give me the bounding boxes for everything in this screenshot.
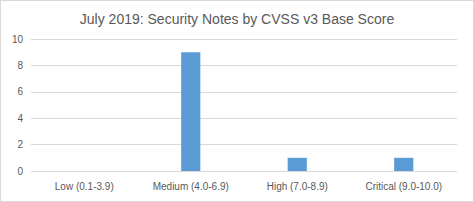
svg-text:High (7.0-8.9): High (7.0-8.9) bbox=[267, 181, 328, 192]
svg-text:8: 8 bbox=[17, 60, 23, 71]
svg-text:0: 0 bbox=[17, 166, 23, 177]
svg-text:July 2019: Security Notes by C: July 2019: Security Notes by CVSS v3 Bas… bbox=[80, 11, 395, 27]
svg-text:10: 10 bbox=[12, 34, 24, 45]
svg-text:Critical (9.0-10.0): Critical (9.0-10.0) bbox=[365, 181, 442, 192]
svg-text:Medium (4.0-6.9): Medium (4.0-6.9) bbox=[153, 181, 229, 192]
svg-text:Low (0.1-3.9): Low (0.1-3.9) bbox=[55, 181, 114, 192]
svg-text:6: 6 bbox=[17, 86, 23, 97]
svg-text:2: 2 bbox=[17, 139, 23, 150]
svg-text:4: 4 bbox=[17, 113, 23, 124]
